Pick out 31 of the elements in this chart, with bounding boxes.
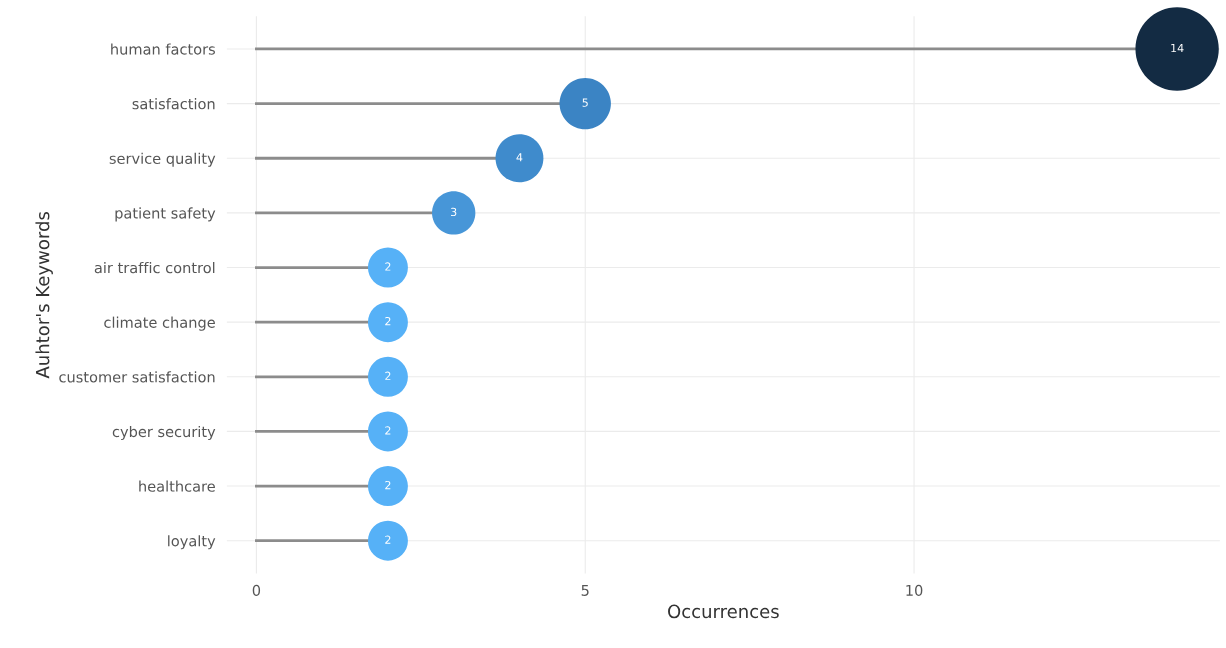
- x-tick-label: 5: [581, 585, 589, 596]
- y-tick-label: air traffic control: [94, 261, 215, 274]
- y-tick-label: climate change: [104, 316, 215, 331]
- data-label: 14: [1171, 43, 1184, 53]
- data-label: 2: [385, 371, 391, 380]
- data-label: 4: [516, 153, 523, 162]
- y-tick-label: service quality: [109, 152, 216, 167]
- y-axis-title: Auhtor's Keywords: [35, 212, 53, 379]
- point: [367, 520, 408, 561]
- x-tick-label: 0: [252, 584, 261, 596]
- point: [367, 302, 408, 343]
- point: [367, 411, 408, 452]
- y-tick-label: loyalty: [168, 535, 216, 550]
- y-tick-label: human factors: [111, 43, 215, 55]
- point: [367, 247, 408, 288]
- y-tick-label: healthcare: [139, 480, 215, 492]
- point: [367, 356, 408, 397]
- point: [367, 466, 408, 507]
- data-label: 3: [451, 207, 457, 217]
- data-label: 2: [385, 535, 391, 544]
- data-label: 5: [582, 98, 588, 107]
- x-tick-label: 10: [906, 584, 923, 596]
- y-tick-label: cyber security: [112, 425, 216, 440]
- data-label: 2: [385, 426, 391, 435]
- data-label: 2: [385, 262, 391, 271]
- data-label: 2: [385, 480, 391, 490]
- data-label: 2: [385, 316, 391, 326]
- x-axis-title: Occurrences: [668, 604, 779, 619]
- y-tick-label: patient safety: [115, 207, 216, 222]
- y-tick-label: customer satisfaction: [59, 371, 215, 383]
- y-tick-label: satisfaction: [132, 98, 215, 110]
